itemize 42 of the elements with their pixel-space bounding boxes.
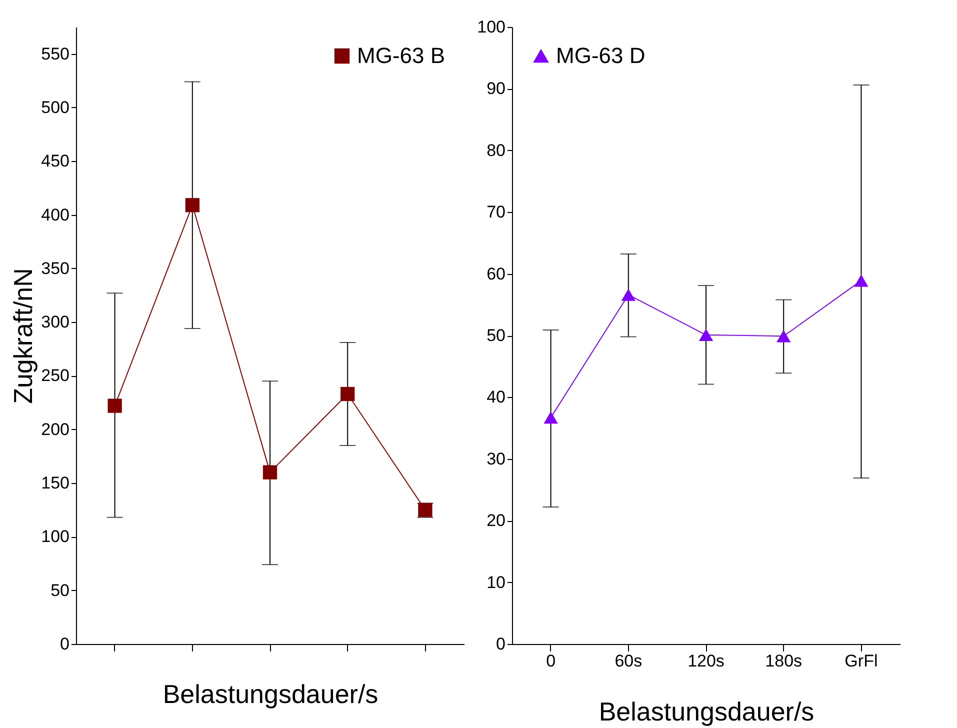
point <box>108 398 122 413</box>
y-tick-label: 350 <box>41 258 70 278</box>
x-tick-label: GrFl <box>844 652 878 670</box>
legend-label: MG-63 D <box>556 43 646 68</box>
y-tick-label: 200 <box>41 420 70 439</box>
y-tick-label: 50 <box>50 580 70 600</box>
x-axis-title: Belastungsdauer/s <box>162 679 378 709</box>
point <box>698 328 714 342</box>
y-tick-label: 70 <box>486 202 506 222</box>
y-tick-label: 30 <box>486 449 506 468</box>
point <box>185 198 200 212</box>
y-tick-label: 100 <box>477 18 506 36</box>
y-tick-label: 50 <box>486 326 506 345</box>
x-tick-label: 180s <box>765 652 802 670</box>
y-tick-label: 60 <box>486 264 506 284</box>
x-tick-label: 60s <box>614 652 642 670</box>
point <box>854 274 868 287</box>
y-tick-label: 100 <box>41 527 70 546</box>
x-tick-label: 120s <box>688 652 724 670</box>
y-tick-label: 400 <box>41 205 70 224</box>
point <box>544 411 558 424</box>
y-tick-label: 300 <box>41 312 70 332</box>
y-tick-label: 20 <box>486 511 506 530</box>
point <box>621 288 636 301</box>
y-tick-label: 450 <box>41 152 70 171</box>
y-tick-label: 500 <box>41 98 70 117</box>
y-tick-label: 40 <box>486 388 506 407</box>
y-tick-label: 250 <box>41 366 70 386</box>
y-tick-label: 0 <box>60 634 70 654</box>
y-axis-title: Zugkraft/nN <box>8 268 38 404</box>
y-tick-label: 10 <box>486 572 506 592</box>
legend-label: MG-63 B <box>357 43 446 68</box>
y-tick-label: 0 <box>496 634 506 654</box>
y-tick-label: 550 <box>41 44 70 64</box>
point <box>262 465 278 480</box>
y-tick-label: 90 <box>486 79 506 98</box>
y-tick-label: 150 <box>41 474 70 493</box>
x-axis-title: Belastungsdauer/s <box>598 696 814 726</box>
y-tick-label: 80 <box>486 140 506 160</box>
x-tick-label: 0 <box>546 652 556 670</box>
point <box>340 386 355 402</box>
point <box>776 330 791 342</box>
